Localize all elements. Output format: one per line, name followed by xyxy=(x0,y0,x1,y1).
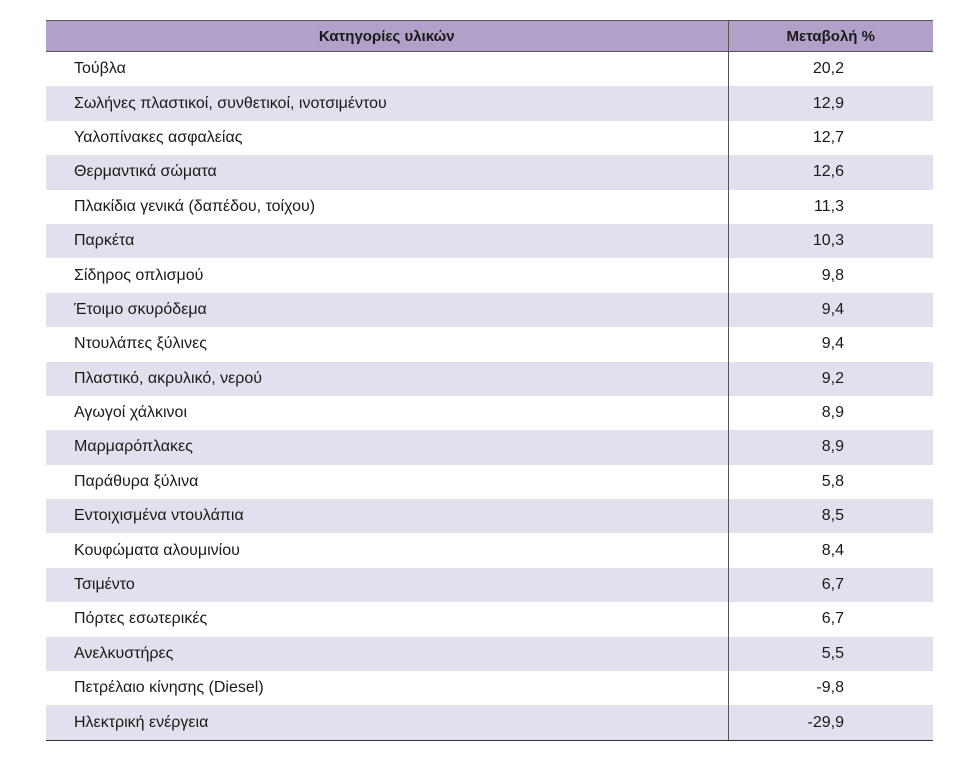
material-category-cell: Θερμαντικά σώματα xyxy=(46,155,729,190)
table-row: Αγωγοί χάλκινοι 8,9 xyxy=(46,395,933,431)
change-percent-cell: 8,9 xyxy=(728,430,933,465)
material-category-cell: Κουφώματα αλουμινίου xyxy=(46,533,729,568)
table-row: Σωλήνες πλαστικοί, συνθετικοί, ινοτσιμέν… xyxy=(46,86,933,121)
material-category-cell: Πετρέλαιο κίνησης (Diesel) xyxy=(46,671,729,706)
table-row: Ανελκυστήρες 5,5 xyxy=(46,636,933,672)
table-row: Μαρμαρόπλακες 8,9 xyxy=(46,430,933,465)
material-category-cell: Πλαστικό, ακρυλικό, νερού xyxy=(46,361,729,396)
table-row: Ντουλάπες ξύλινες 9,4 xyxy=(46,327,933,362)
change-percent-cell: 11,3 xyxy=(728,189,933,224)
material-category-cell: Εντοιχισμένα ντουλάπια xyxy=(46,499,729,534)
material-category-cell: Πλακίδια γενικά (δαπέδου, τοίχου) xyxy=(46,189,729,224)
change-percent-cell: 6,7 xyxy=(728,602,933,637)
change-percent-cell: -29,9 xyxy=(728,705,933,741)
change-percent-cell: 12,6 xyxy=(728,155,933,190)
materials-table-container: Κατηγορίες υλικών Μεταβολή % Τούβλα 20,2 Σ… xyxy=(46,20,933,741)
material-category-cell: Μαρμαρόπλακες xyxy=(46,430,729,465)
table-row: Εντοιχισμένα ντουλάπια 8,5 xyxy=(46,499,933,534)
change-percent-cell: 5,5 xyxy=(728,636,933,672)
material-category-cell: Σίδηρος οπλισμού xyxy=(46,258,729,293)
table-row: Κουφώματα αλουμινίου 8,4 xyxy=(46,533,933,568)
table-row: Πλακίδια γενικά (δαπέδου, τοίχου) 11,3 xyxy=(46,189,933,224)
change-percent-cell: 8,9 xyxy=(728,395,933,431)
change-percent-cell: 12,9 xyxy=(728,86,933,121)
material-category-cell: Παράθυρα ξύλινα xyxy=(46,464,729,500)
table-body: Τούβλα 20,2 Σωλήνες πλαστικοί, συνθετικοί,… xyxy=(46,51,933,741)
table-row: Θερμαντικά σώματα 12,6 xyxy=(46,155,933,190)
header-change: Μεταβολή % xyxy=(728,20,933,52)
header-category: Κατηγορίες υλικών xyxy=(46,20,729,52)
material-category-cell: Τσιμέντο xyxy=(46,567,729,603)
table-row: Σίδηρος οπλισμού 9,8 xyxy=(46,258,933,293)
table-header: Κατηγορίες υλικών Μεταβολή % xyxy=(46,20,933,52)
change-percent-cell: 8,5 xyxy=(728,499,933,534)
material-category-cell: Ανελκυστήρες xyxy=(46,636,729,672)
change-percent-cell: 9,4 xyxy=(728,292,933,328)
table-row: Παράθυρα ξύλινα 5,8 xyxy=(46,464,933,500)
change-percent-cell: 9,8 xyxy=(728,258,933,293)
material-category-cell: Ντουλάπες ξύλινες xyxy=(46,327,729,362)
material-category-cell: Ηλεκτρική ενέργεια xyxy=(46,705,729,741)
material-category-cell: Έτοιμο σκυρόδεμα xyxy=(46,292,729,328)
change-percent-cell: 10,3 xyxy=(728,223,933,259)
header-row: Κατηγορίες υλικών Μεταβολή % xyxy=(46,20,933,52)
table-row: Τούβλα 20,2 xyxy=(46,51,933,87)
material-category-cell: Πόρτες εσωτερικές xyxy=(46,602,729,637)
change-percent-cell: 9,4 xyxy=(728,327,933,362)
change-percent-cell: 20,2 xyxy=(728,51,933,87)
table-row: Πλαστικό, ακρυλικό, νερού 9,2 xyxy=(46,361,933,396)
table-row: Παρκέτα 10,3 xyxy=(46,223,933,259)
materials-change-table: Κατηγορίες υλικών Μεταβολή % Τούβλα 20,2 Σ… xyxy=(46,20,933,741)
material-category-cell: Υαλοπίνακες ασφαλείας xyxy=(46,120,729,156)
table-row: Ηλεκτρική ενέργεια -29,9 xyxy=(46,705,933,741)
material-category-cell: Σωλήνες πλαστικοί, συνθετικοί, ινοτσιμέν… xyxy=(46,86,729,121)
change-percent-cell: 8,4 xyxy=(728,533,933,568)
change-percent-cell: 5,8 xyxy=(728,464,933,500)
change-percent-cell: 6,7 xyxy=(728,567,933,603)
change-percent-cell: 9,2 xyxy=(728,361,933,396)
table-row: Τσιμέντο 6,7 xyxy=(46,567,933,603)
change-percent-cell: -9,8 xyxy=(728,671,933,706)
table-row: Πόρτες εσωτερικές 6,7 xyxy=(46,602,933,637)
material-category-cell: Τούβλα xyxy=(46,51,729,87)
material-category-cell: Αγωγοί χάλκινοι xyxy=(46,395,729,431)
table-row: Υαλοπίνακες ασφαλείας 12,7 xyxy=(46,120,933,156)
table-row: Πετρέλαιο κίνησης (Diesel) -9,8 xyxy=(46,671,933,706)
material-category-cell: Παρκέτα xyxy=(46,223,729,259)
change-percent-cell: 12,7 xyxy=(728,120,933,156)
table-row: Έτοιμο σκυρόδεμα 9,4 xyxy=(46,292,933,328)
